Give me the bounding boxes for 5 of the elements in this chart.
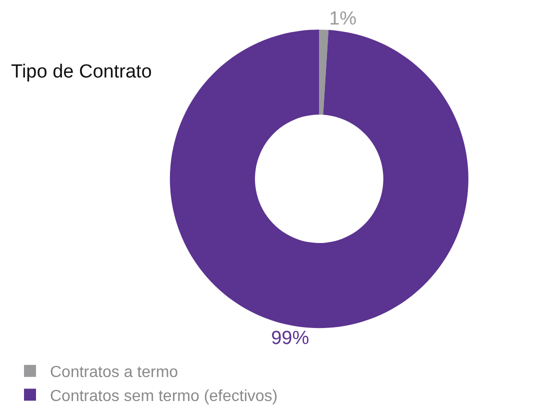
data-label: 1% xyxy=(329,8,357,30)
legend-label: Contratos sem termo (efectivos) xyxy=(50,388,278,405)
legend-label: Contratos a termo xyxy=(50,364,178,382)
text: Tipo de Contrato xyxy=(11,62,152,83)
data-label: 99% xyxy=(271,328,310,349)
